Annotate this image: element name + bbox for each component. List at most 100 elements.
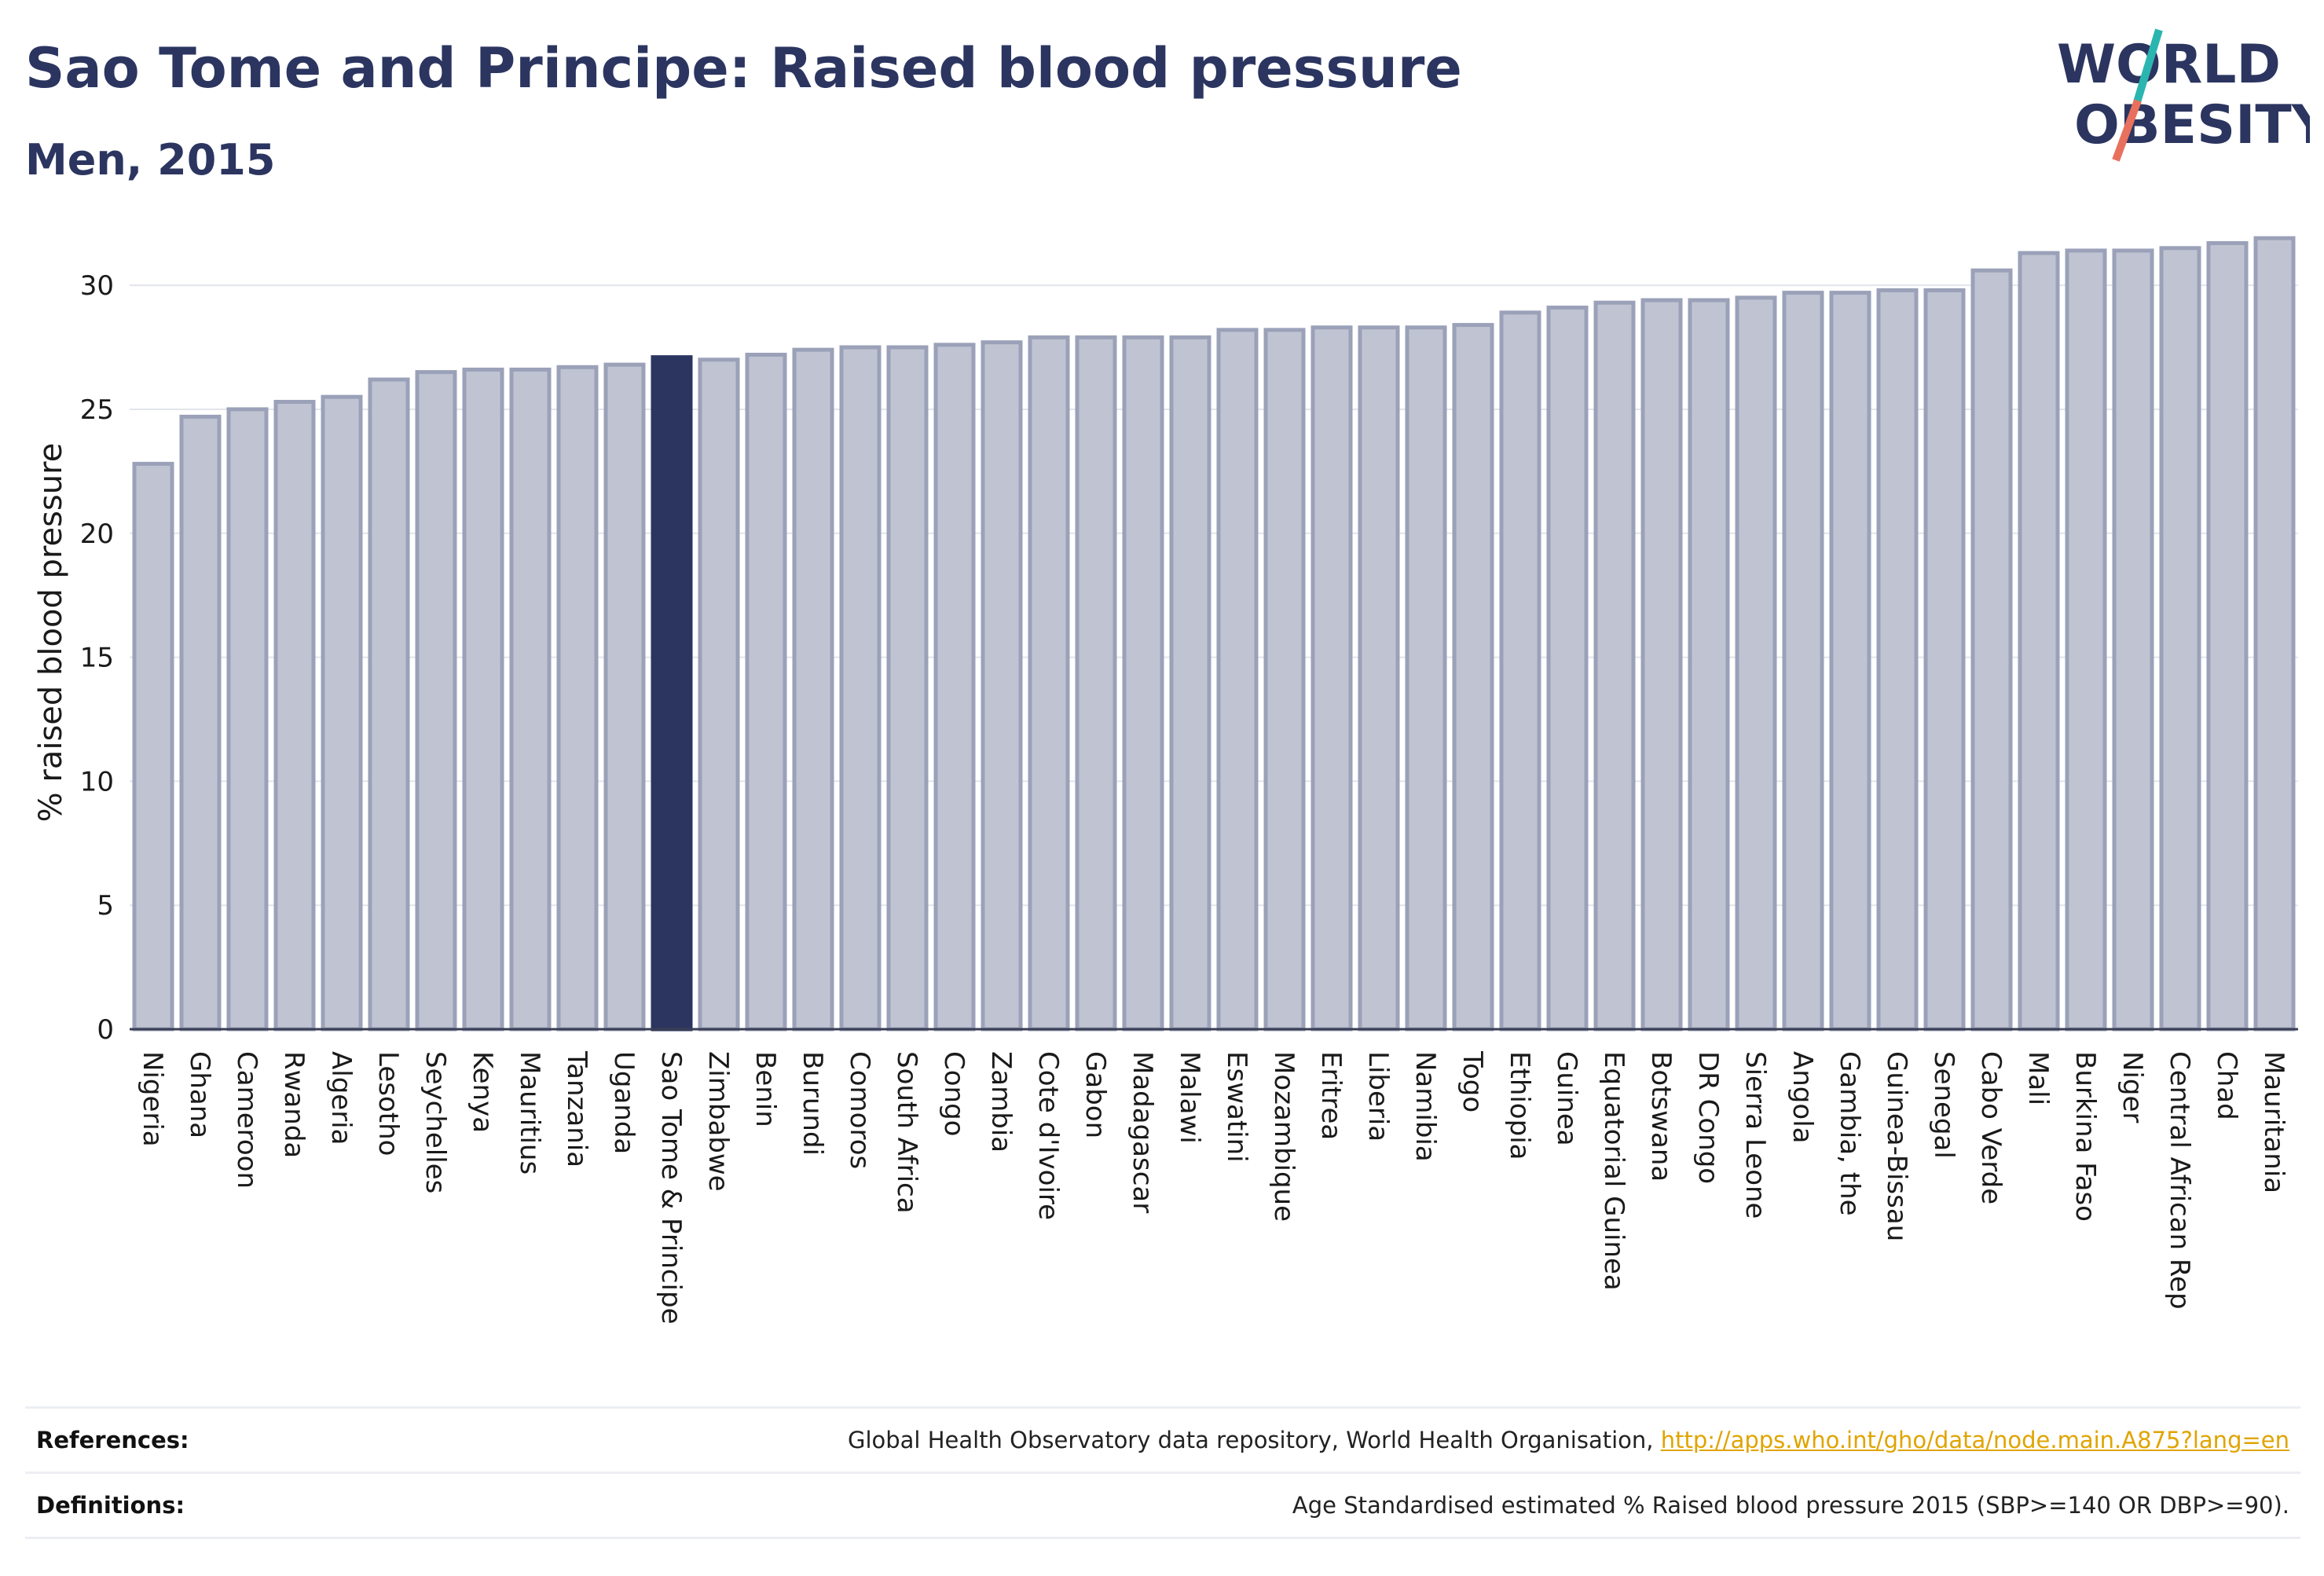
bar <box>1263 328 1306 1032</box>
bar <box>1782 291 1824 1032</box>
x-tick-label: Gambia, the <box>1834 1051 1865 1216</box>
bar <box>1216 328 1259 1032</box>
chart-subtitle: Men, 2015 <box>25 135 276 185</box>
references-link[interactable]: http://apps.who.int/gho/data/node.main.A… <box>1660 1427 2289 1453</box>
bar <box>1735 295 1777 1032</box>
x-tick-label: Algeria <box>325 1051 357 1145</box>
definitions-label: Definitions: <box>36 1492 185 1519</box>
x-tick-label: Senegal <box>1928 1051 1959 1159</box>
bar <box>509 367 552 1032</box>
x-tick-label: Comoros <box>844 1051 875 1169</box>
footer-table: References: Global Health Observatory da… <box>25 1406 2300 1539</box>
references-value: Global Health Observatory data repositor… <box>848 1427 2300 1453</box>
bar <box>1122 335 1164 1032</box>
bar <box>462 367 504 1032</box>
x-tick-label: Liberia <box>1362 1051 1394 1142</box>
bar <box>2065 248 2107 1032</box>
bar <box>2112 248 2154 1032</box>
x-tick-label: Mauritania <box>2258 1051 2289 1193</box>
x-tick-label: Central African Rep <box>2164 1051 2195 1310</box>
x-tick-label: Zimbabwe <box>702 1051 734 1192</box>
bar <box>1452 323 1494 1032</box>
y-tick-label: 5 <box>97 890 114 922</box>
y-tick-label: 15 <box>80 643 114 674</box>
world-obesity-logo: WORLD OBESITY <box>2057 28 2310 162</box>
x-tick-label: Mauritius <box>514 1051 545 1175</box>
x-tick-label: Mali <box>2022 1051 2054 1105</box>
bar-chart: 0 5 10 15 20 25 30 % raised blood pressure Niger… <box>33 236 2298 1325</box>
bar <box>1310 325 1353 1032</box>
x-tick-label: Mozambique <box>1268 1051 1299 1222</box>
bar <box>886 345 929 1032</box>
bar <box>745 353 787 1032</box>
x-tick-label: Namibia <box>1409 1051 1441 1162</box>
logo-text-obesity: OBESITY <box>2074 94 2310 156</box>
x-tick-label: Lesotho <box>372 1051 404 1156</box>
y-axis-title: % raised blood pressure <box>33 443 69 823</box>
bar <box>651 355 693 1032</box>
x-tick-label: Madagascar <box>1127 1051 1158 1213</box>
bar <box>1358 325 1400 1032</box>
bar <box>556 365 599 1032</box>
bar <box>2206 240 2249 1032</box>
bar <box>368 377 410 1032</box>
bar <box>132 461 174 1032</box>
x-tick-label: Sierra Leone <box>1739 1051 1771 1219</box>
bar <box>1923 288 1966 1032</box>
bar <box>1688 298 1730 1032</box>
x-tick-label: Congo <box>938 1051 970 1136</box>
x-tick-label: Tanzania <box>561 1050 592 1167</box>
x-tick-label: Kenya <box>467 1051 498 1133</box>
x-tick-label: Ghana <box>184 1051 215 1138</box>
y-tick-label: 10 <box>80 766 114 797</box>
x-tick-label: Burkina Faso <box>2069 1051 2101 1222</box>
bar <box>226 407 269 1032</box>
references-text: Global Health Observatory data repositor… <box>847 1427 1661 1453</box>
x-tick-label: Eritrea <box>1315 1051 1347 1140</box>
bar <box>839 345 882 1032</box>
bar <box>1169 335 1211 1032</box>
x-tick-label: South Africa <box>891 1051 922 1214</box>
x-tick-label: Eswatini <box>1221 1051 1252 1163</box>
definitions-row: Definitions: Age Standardised estimated … <box>25 1472 2300 1539</box>
x-tick-label: Angola <box>1787 1051 1818 1143</box>
y-tick-label: 25 <box>80 394 114 426</box>
y-tick-label: 30 <box>80 270 114 302</box>
bar <box>1499 310 1541 1032</box>
x-tick-label: Guinea <box>1551 1051 1582 1146</box>
x-tick-label: Botswana <box>1645 1051 1677 1182</box>
x-tick-label: Cote d'Ivoire <box>1032 1051 1064 1220</box>
bar <box>1640 298 1683 1032</box>
y-tick-label: 0 <box>97 1014 114 1046</box>
x-tick-label: Sao Tome & Principe <box>655 1051 687 1325</box>
x-tick-label: Chad <box>2211 1051 2242 1120</box>
x-tick-label: Uganda <box>608 1051 640 1154</box>
bar <box>1028 335 1070 1032</box>
bar <box>1876 288 1919 1032</box>
x-tick-label: Gabon <box>1080 1051 1111 1138</box>
x-tick-label: Nigeria <box>137 1051 168 1147</box>
references-label: References: <box>36 1427 189 1453</box>
definitions-text: Age Standardised estimated % Raised bloo… <box>1292 1492 2289 1519</box>
bar <box>273 399 316 1032</box>
chart-title: Sao Tome and Principe: Raised blood pres… <box>25 36 1462 101</box>
x-tick-label: Seychelles <box>420 1051 451 1193</box>
x-tick-label: Niger <box>2117 1051 2148 1123</box>
logo-slash-top <box>2133 28 2163 104</box>
bar <box>415 370 457 1032</box>
references-row: References: Global Health Observatory da… <box>25 1406 2300 1472</box>
x-tick-label: Togo <box>1457 1050 1488 1112</box>
bar <box>1593 300 1636 1032</box>
x-tick-label: Guinea-Bissau <box>1881 1051 1912 1241</box>
bar <box>981 340 1023 1032</box>
x-tick-label: Zambia <box>985 1051 1017 1153</box>
bar <box>179 414 222 1032</box>
bar <box>698 357 740 1032</box>
logo-slash-bottom <box>2112 99 2142 162</box>
x-tick-label: Benin <box>750 1051 781 1127</box>
x-tick-label: Cabo Verde <box>1975 1051 2007 1204</box>
bar <box>792 347 834 1032</box>
bar <box>1829 291 1871 1032</box>
bar <box>1970 268 2013 1032</box>
bar <box>2018 251 2060 1032</box>
